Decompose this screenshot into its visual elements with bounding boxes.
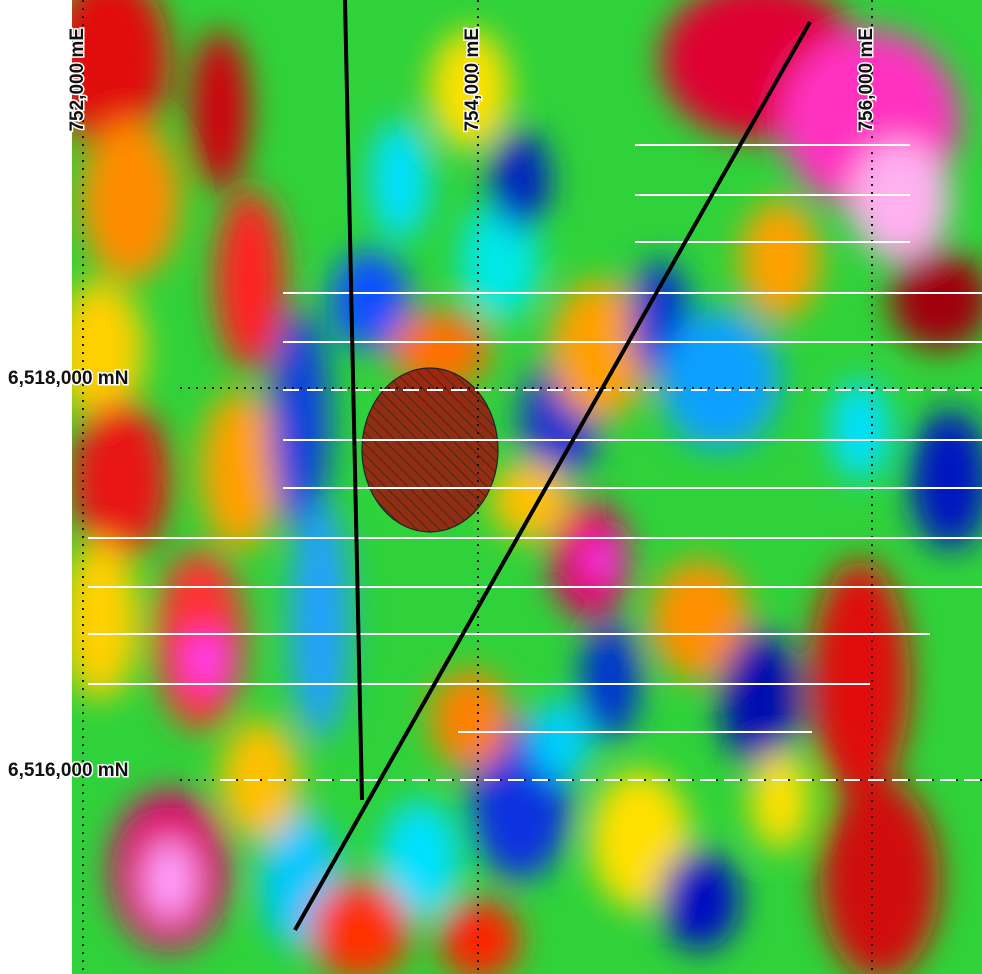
anomaly	[490, 460, 570, 540]
anomaly	[820, 780, 940, 974]
anomaly	[145, 840, 195, 920]
anomaly	[72, 400, 170, 560]
anomaly	[430, 670, 510, 770]
anomaly	[290, 500, 350, 740]
anomaly	[750, 750, 810, 850]
anomaly	[530, 700, 590, 780]
anomaly	[720, 630, 800, 770]
anomaly	[580, 620, 640, 740]
structure-line	[343, 0, 364, 801]
anomaly	[585, 540, 615, 580]
easting-label: 756,000 mE	[856, 28, 877, 132]
anomaly	[430, 30, 510, 150]
easting-label: 754,000 mE	[462, 28, 483, 132]
survey-lines	[88, 144, 982, 781]
anomaly	[650, 560, 750, 680]
anomaly	[490, 130, 550, 230]
anomaly	[72, 280, 145, 420]
structure-line	[293, 21, 812, 931]
anomaly	[740, 200, 820, 320]
anomaly	[380, 800, 460, 920]
anomaly	[72, 540, 140, 700]
anomaly	[910, 410, 982, 550]
anomaly	[200, 390, 280, 550]
target-hatch	[361, 367, 499, 533]
anomaly	[660, 310, 780, 450]
anomaly	[190, 30, 250, 190]
anomaly	[550, 280, 650, 420]
grid-labels: 752,000 mE 754,000 mE 756,000 mE 6,518,000 …	[7, 27, 879, 783]
northing-label: 6,518,000 mN	[8, 368, 128, 389]
easting-label: 752,000 mE	[67, 28, 88, 132]
anomaly	[187, 630, 223, 690]
anomaly	[590, 770, 690, 910]
anomaly	[270, 310, 330, 530]
anomaly	[440, 900, 520, 974]
anomaly	[660, 850, 740, 950]
anomaly	[215, 190, 285, 370]
anomaly	[370, 120, 430, 240]
anomaly	[830, 380, 890, 480]
anomaly	[850, 140, 950, 260]
anomaly	[72, 0, 170, 150]
anomaly	[310, 880, 410, 974]
anomaly	[810, 560, 910, 800]
overlay	[361, 367, 499, 533]
northing-label: 6,516,000 mN	[8, 760, 128, 781]
anomaly	[890, 250, 982, 350]
anomaly	[80, 120, 180, 280]
